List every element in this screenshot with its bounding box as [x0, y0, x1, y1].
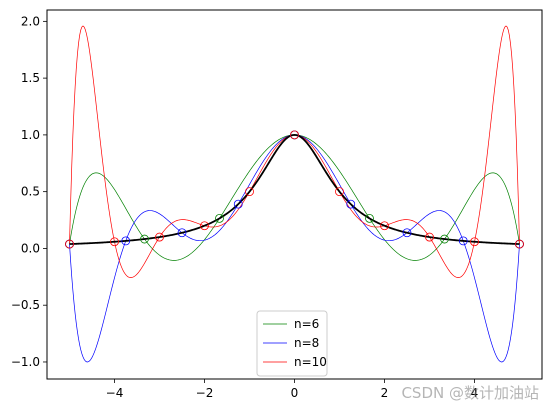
plot-frame — [46, 9, 543, 380]
y-tick-label: −0.5 — [11, 298, 40, 312]
y-tick-label: 1.5 — [21, 71, 40, 85]
y-tick-label: 0.5 — [21, 185, 40, 199]
node-marker-n=10 — [380, 221, 389, 231]
node-marker-n=10 — [245, 187, 254, 197]
node-marker-n=8 — [458, 236, 468, 246]
series-lines — [69, 25, 520, 363]
axis-ticks: −4 −2 0 2 4 −1.0 −0.5 0.0 0.5 1.0 1.5 2.0 — [11, 14, 478, 400]
y-tick-label: 1.0 — [21, 128, 40, 142]
series-line-exact — [69, 133, 520, 245]
x-tick-label: −4 — [106, 386, 124, 400]
series-line-n=6 — [69, 134, 520, 261]
x-tick-label: 4 — [471, 386, 479, 400]
node-marker-n=10 — [200, 221, 209, 231]
node-marker-n=8 — [346, 199, 356, 209]
legend-label-n=8: n=8 — [294, 336, 319, 350]
legend-label-n=10: n=10 — [294, 355, 327, 369]
node-marker-n=8 — [402, 228, 412, 238]
legend-box — [256, 310, 328, 377]
node-marker-n=10 — [290, 130, 299, 140]
x-tick-label: 0 — [291, 386, 299, 400]
node-marker-n=8 — [121, 236, 131, 246]
node-marker-n=8 — [177, 228, 187, 238]
x-tick-label: −2 — [196, 386, 214, 400]
watermark: CSDN @数计加油站 — [401, 384, 539, 402]
node-marker-n=6 — [365, 213, 374, 223]
legend: n=6 n=8 n=10 — [256, 310, 328, 377]
node-marker-n=8 — [233, 199, 243, 209]
node-marker-n=10 — [470, 237, 479, 247]
node-marker-n=10 — [155, 232, 164, 242]
node-marker-n=6 — [140, 234, 149, 244]
x-tick-label: 2 — [381, 386, 389, 400]
y-tick-label: 2.0 — [21, 14, 40, 28]
node-marker-n=10 — [110, 237, 119, 247]
y-tick-label: 0.0 — [21, 241, 40, 255]
node-marker-n=6 — [215, 213, 224, 223]
node-markers — [65, 130, 524, 249]
node-marker-n=10 — [65, 239, 74, 249]
legend-label-n=6: n=6 — [294, 317, 319, 331]
y-tick-label: −1.0 — [11, 355, 40, 369]
node-marker-n=6 — [440, 234, 449, 244]
node-marker-n=10 — [335, 187, 344, 197]
node-marker-n=10 — [515, 239, 524, 249]
node-marker-n=10 — [425, 232, 434, 242]
